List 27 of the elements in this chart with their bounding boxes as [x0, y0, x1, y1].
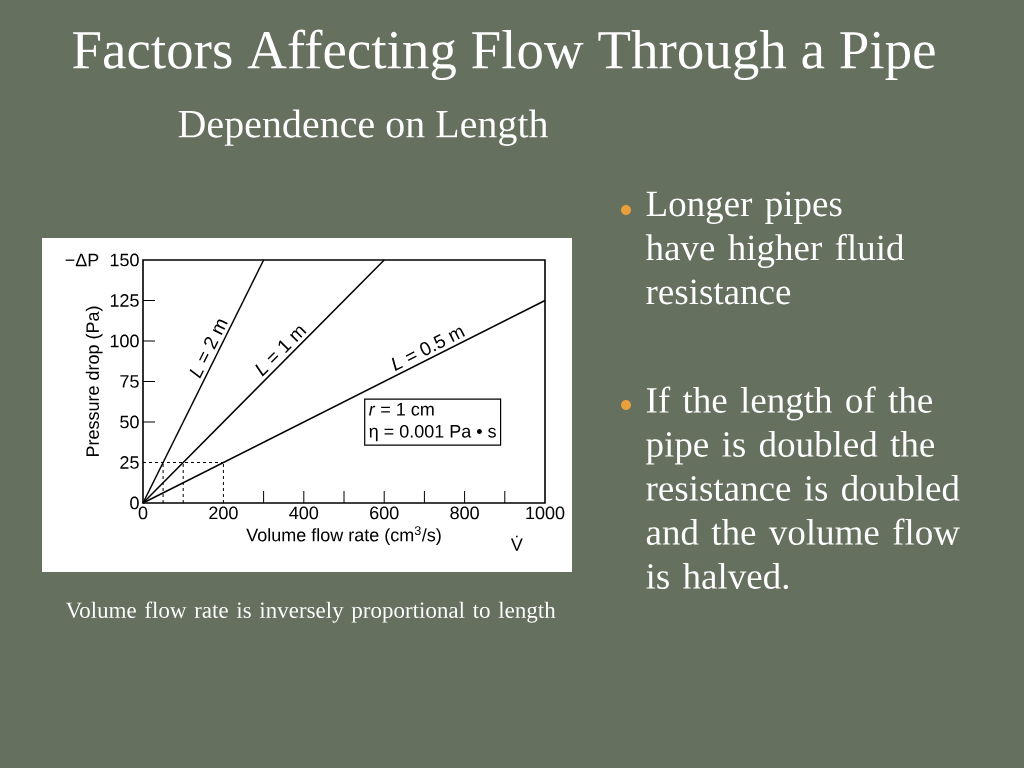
annotation: η = 0.001 Pa • s	[369, 424, 496, 442]
text: −ΔP	[65, 253, 99, 267]
y-tick-label: 25	[120, 456, 139, 469]
chart-title: Factors Affecting Flow Through a Pipe	[73, 29, 935, 81]
annotation: r = 1 cm	[369, 403, 434, 416]
y-tick-label: 50	[120, 415, 139, 429]
x-tick-label: 400	[289, 506, 319, 520]
x-tick-label: 200	[209, 506, 238, 520]
x-tick-label: 1000	[526, 506, 565, 520]
x-tick-label: 600	[370, 506, 399, 520]
x-tick-label: 0	[138, 506, 148, 520]
text: If the length of the pipe is doubled the resistance is doubled and the volume flow is halved.	[646, 386, 960, 590]
y-tick-label: 0	[130, 496, 139, 510]
legend-label: L = 2 m	[189, 319, 228, 379]
y-tick-label: 150	[110, 253, 139, 267]
y-tick-label: 100	[110, 334, 139, 348]
text: V̇	[510, 535, 523, 551]
y-tick-label: 75	[120, 375, 139, 388]
y-tick-label: 125	[110, 294, 139, 307]
text: Volume flow rate is inversely proportional to length	[65, 601, 556, 623]
chart-subtitle: Dependence on Length	[178, 109, 548, 146]
text: L = 1 m	[255, 326, 307, 377]
y-axis-title: Pressure drop (Pa)	[85, 306, 103, 457]
x-axis-title: Volume flow rate (cm$^{3}$/s)	[246, 526, 441, 545]
text: Longer pipes have higher fluid resistance	[645, 191, 905, 305]
x-tick-label: 800	[450, 506, 479, 520]
text: L = 0.5 m	[391, 327, 465, 372]
